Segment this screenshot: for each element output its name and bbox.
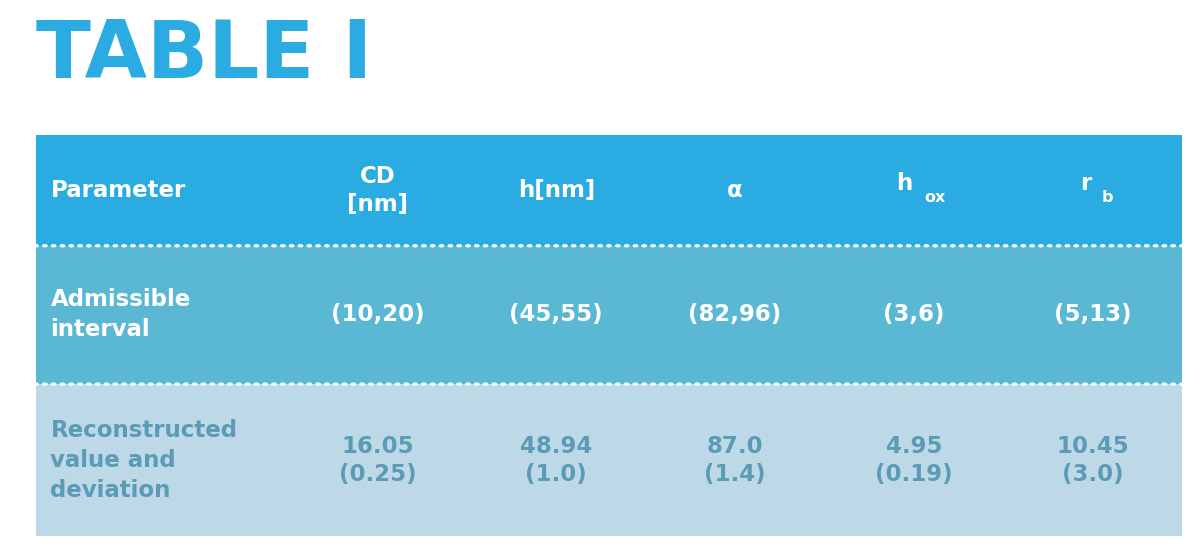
Text: (3,6): (3,6) [883,304,944,326]
Text: Parameter: Parameter [50,179,186,202]
Text: (10,20): (10,20) [331,304,425,326]
Text: (5,13): (5,13) [1054,304,1132,326]
Text: Admissible
interval: Admissible interval [50,288,191,342]
Text: CD
[nm]: CD [nm] [347,165,408,216]
Text: (3.0): (3.0) [1062,462,1123,486]
Text: 4.95: 4.95 [886,435,942,458]
Text: b: b [1102,190,1112,205]
Text: (82,96): (82,96) [689,304,781,326]
Text: h: h [896,173,912,195]
Text: 48.94: 48.94 [520,435,593,458]
Text: h[nm]: h[nm] [517,179,595,202]
Text: (1.0): (1.0) [526,462,587,486]
Text: 87.0: 87.0 [707,435,763,458]
Text: r: r [1080,173,1091,195]
Text: 10.45: 10.45 [1056,435,1129,458]
Text: 16.05: 16.05 [341,435,414,458]
Text: α: α [727,179,743,202]
Text: (1.4): (1.4) [704,462,766,486]
Text: (45,55): (45,55) [510,304,604,326]
Text: TABLE I: TABLE I [36,17,372,95]
Text: ox: ox [925,190,946,205]
Text: Reconstructed
value and
deviation: Reconstructed value and deviation [50,419,238,502]
Text: (0.19): (0.19) [875,462,953,486]
Text: (0.25): (0.25) [338,462,416,486]
